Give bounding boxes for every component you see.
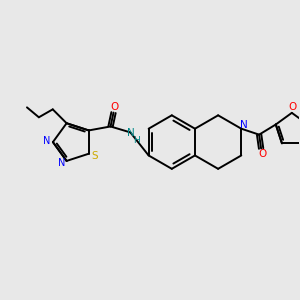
Text: N: N (43, 136, 51, 146)
Text: H: H (133, 136, 140, 145)
Text: O: O (110, 102, 118, 112)
Text: O: O (258, 149, 266, 160)
Text: N: N (240, 120, 248, 130)
Text: N: N (58, 158, 65, 168)
Text: O: O (289, 102, 297, 112)
Text: S: S (92, 151, 98, 161)
Text: N: N (128, 128, 135, 138)
